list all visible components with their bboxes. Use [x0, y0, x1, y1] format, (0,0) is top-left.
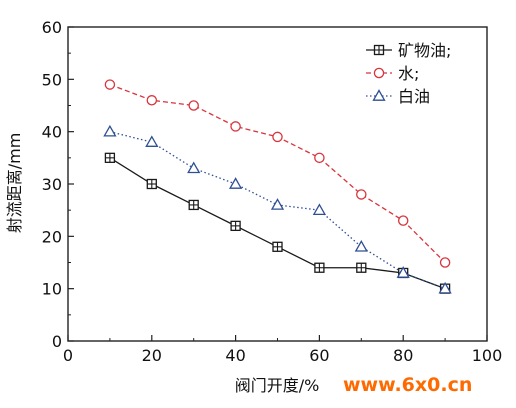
marker-circle [104, 79, 116, 90]
y-axis-title: 射流距离/mm [5, 133, 24, 234]
series-2-point [272, 131, 283, 143]
legend-label: 白油 [398, 87, 430, 106]
marker-triangle [396, 266, 410, 278]
y-tick-label: 0 [52, 332, 62, 351]
series-1-point [356, 262, 367, 273]
legend-marker [372, 89, 386, 101]
x-tick-label: 80 [393, 346, 413, 365]
series-1-line [109, 157, 446, 290]
series-2-point [230, 121, 241, 132]
series-2-point [397, 215, 409, 226]
x-axis-title: 阀门开度/% [235, 376, 320, 395]
series-1-point [272, 241, 283, 252]
legend-label: 水; [398, 64, 419, 83]
series-3-point [312, 203, 327, 216]
legend-item: 白油 [366, 87, 430, 106]
series-3-point [228, 177, 243, 189]
marker-triangle [103, 124, 117, 137]
marker-triangle [187, 161, 201, 174]
x-tick-label: 0 [63, 346, 73, 365]
series-2-point [104, 79, 116, 90]
marker-triangle [270, 198, 285, 210]
series-2-point [439, 257, 451, 268]
x-tick-label: 20 [142, 346, 162, 365]
series-3-point [103, 124, 117, 137]
plot-frame [67, 26, 488, 342]
series-3-point [187, 161, 201, 174]
legend-marker [373, 67, 385, 79]
series-2-point [188, 100, 199, 111]
legend-marker [373, 44, 385, 56]
legend-item: 矿物油; [366, 41, 451, 60]
series-1-point [230, 220, 241, 232]
series-3-point [438, 281, 452, 294]
marker-triangle [354, 239, 368, 252]
legend: 矿物油; 水; 白油 [366, 41, 451, 106]
marker-triangle [372, 89, 386, 101]
marker-circle [146, 95, 158, 106]
marker-triangle [312, 203, 327, 216]
axes: 0 20 40 60 80 100 0 10 20 30 40 50 60 [42, 18, 503, 365]
series-2-point [146, 95, 158, 106]
marker-circle [397, 215, 409, 226]
series-3-point [145, 135, 159, 147]
y-tick-label: 10 [42, 280, 62, 299]
series-2-point [356, 189, 367, 200]
series-1 [104, 152, 451, 294]
series-layer [103, 79, 452, 294]
marker-circle [272, 131, 283, 143]
series-3-point [354, 239, 368, 252]
marker-triangle [145, 135, 159, 147]
series-1-point [188, 199, 199, 211]
series-3 [103, 124, 452, 294]
marker-circle [188, 100, 199, 111]
series-3-line [109, 131, 446, 290]
marker-circle [356, 189, 367, 200]
legend-label: 矿物油; [398, 41, 451, 60]
y-tick-label: 30 [42, 175, 62, 194]
series-1-point [314, 262, 325, 273]
watermark-text: www.6x0.cn [343, 374, 472, 396]
y-tick-label: 60 [42, 18, 62, 37]
marker-triangle [438, 281, 452, 294]
legend-item: 水; [366, 64, 419, 83]
series-3-point [396, 266, 410, 278]
marker-circle [230, 121, 241, 132]
marker-circle [314, 152, 325, 164]
series-3-point [270, 198, 285, 210]
series-1-point [104, 152, 116, 163]
x-tick-label: 60 [309, 346, 329, 365]
y-tick-label: 40 [42, 123, 62, 142]
series-2-line [109, 83, 446, 263]
x-tick-label: 100 [472, 346, 503, 365]
series-2-point [314, 152, 325, 164]
marker-circle [373, 67, 385, 79]
series-1-point [146, 178, 157, 190]
y-tick-label: 50 [42, 70, 62, 89]
marker-triangle [228, 177, 243, 189]
series-2 [104, 79, 451, 268]
x-tick-label: 40 [225, 346, 245, 365]
y-tick-label: 20 [42, 227, 62, 246]
marker-circle [439, 257, 451, 268]
